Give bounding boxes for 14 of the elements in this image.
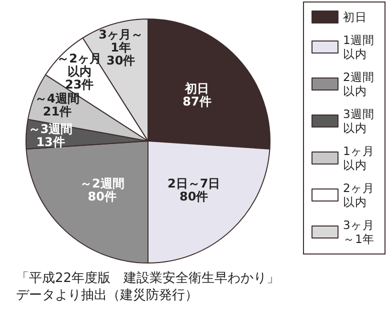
legend-label: 3週間以内 [343, 107, 374, 135]
text: 「平成22年度版 建設業安全衛生早わかり」データより抽出（建災防発行） [16, 270, 280, 303]
legend-label: 2週間以内 [343, 70, 374, 98]
data-label: 3ヶ月～1年30件 [98, 27, 144, 68]
data-label: ～3週間13件 [28, 122, 73, 149]
legend-label: 初日 [343, 10, 367, 24]
data-label: 初日87件 [182, 82, 212, 109]
legend-label: 2ヶ月以内 [343, 181, 374, 209]
legend-label: 1週間以内 [343, 33, 374, 61]
data-label: 2日～7日80件 [168, 176, 220, 204]
legend-label: 3ヶ月～1年 [343, 218, 374, 246]
data-label: ～4週間21件 [35, 92, 80, 119]
data-label: ～2週間80件 [80, 176, 124, 204]
legend-label: 1ヶ月以内 [343, 144, 374, 172]
